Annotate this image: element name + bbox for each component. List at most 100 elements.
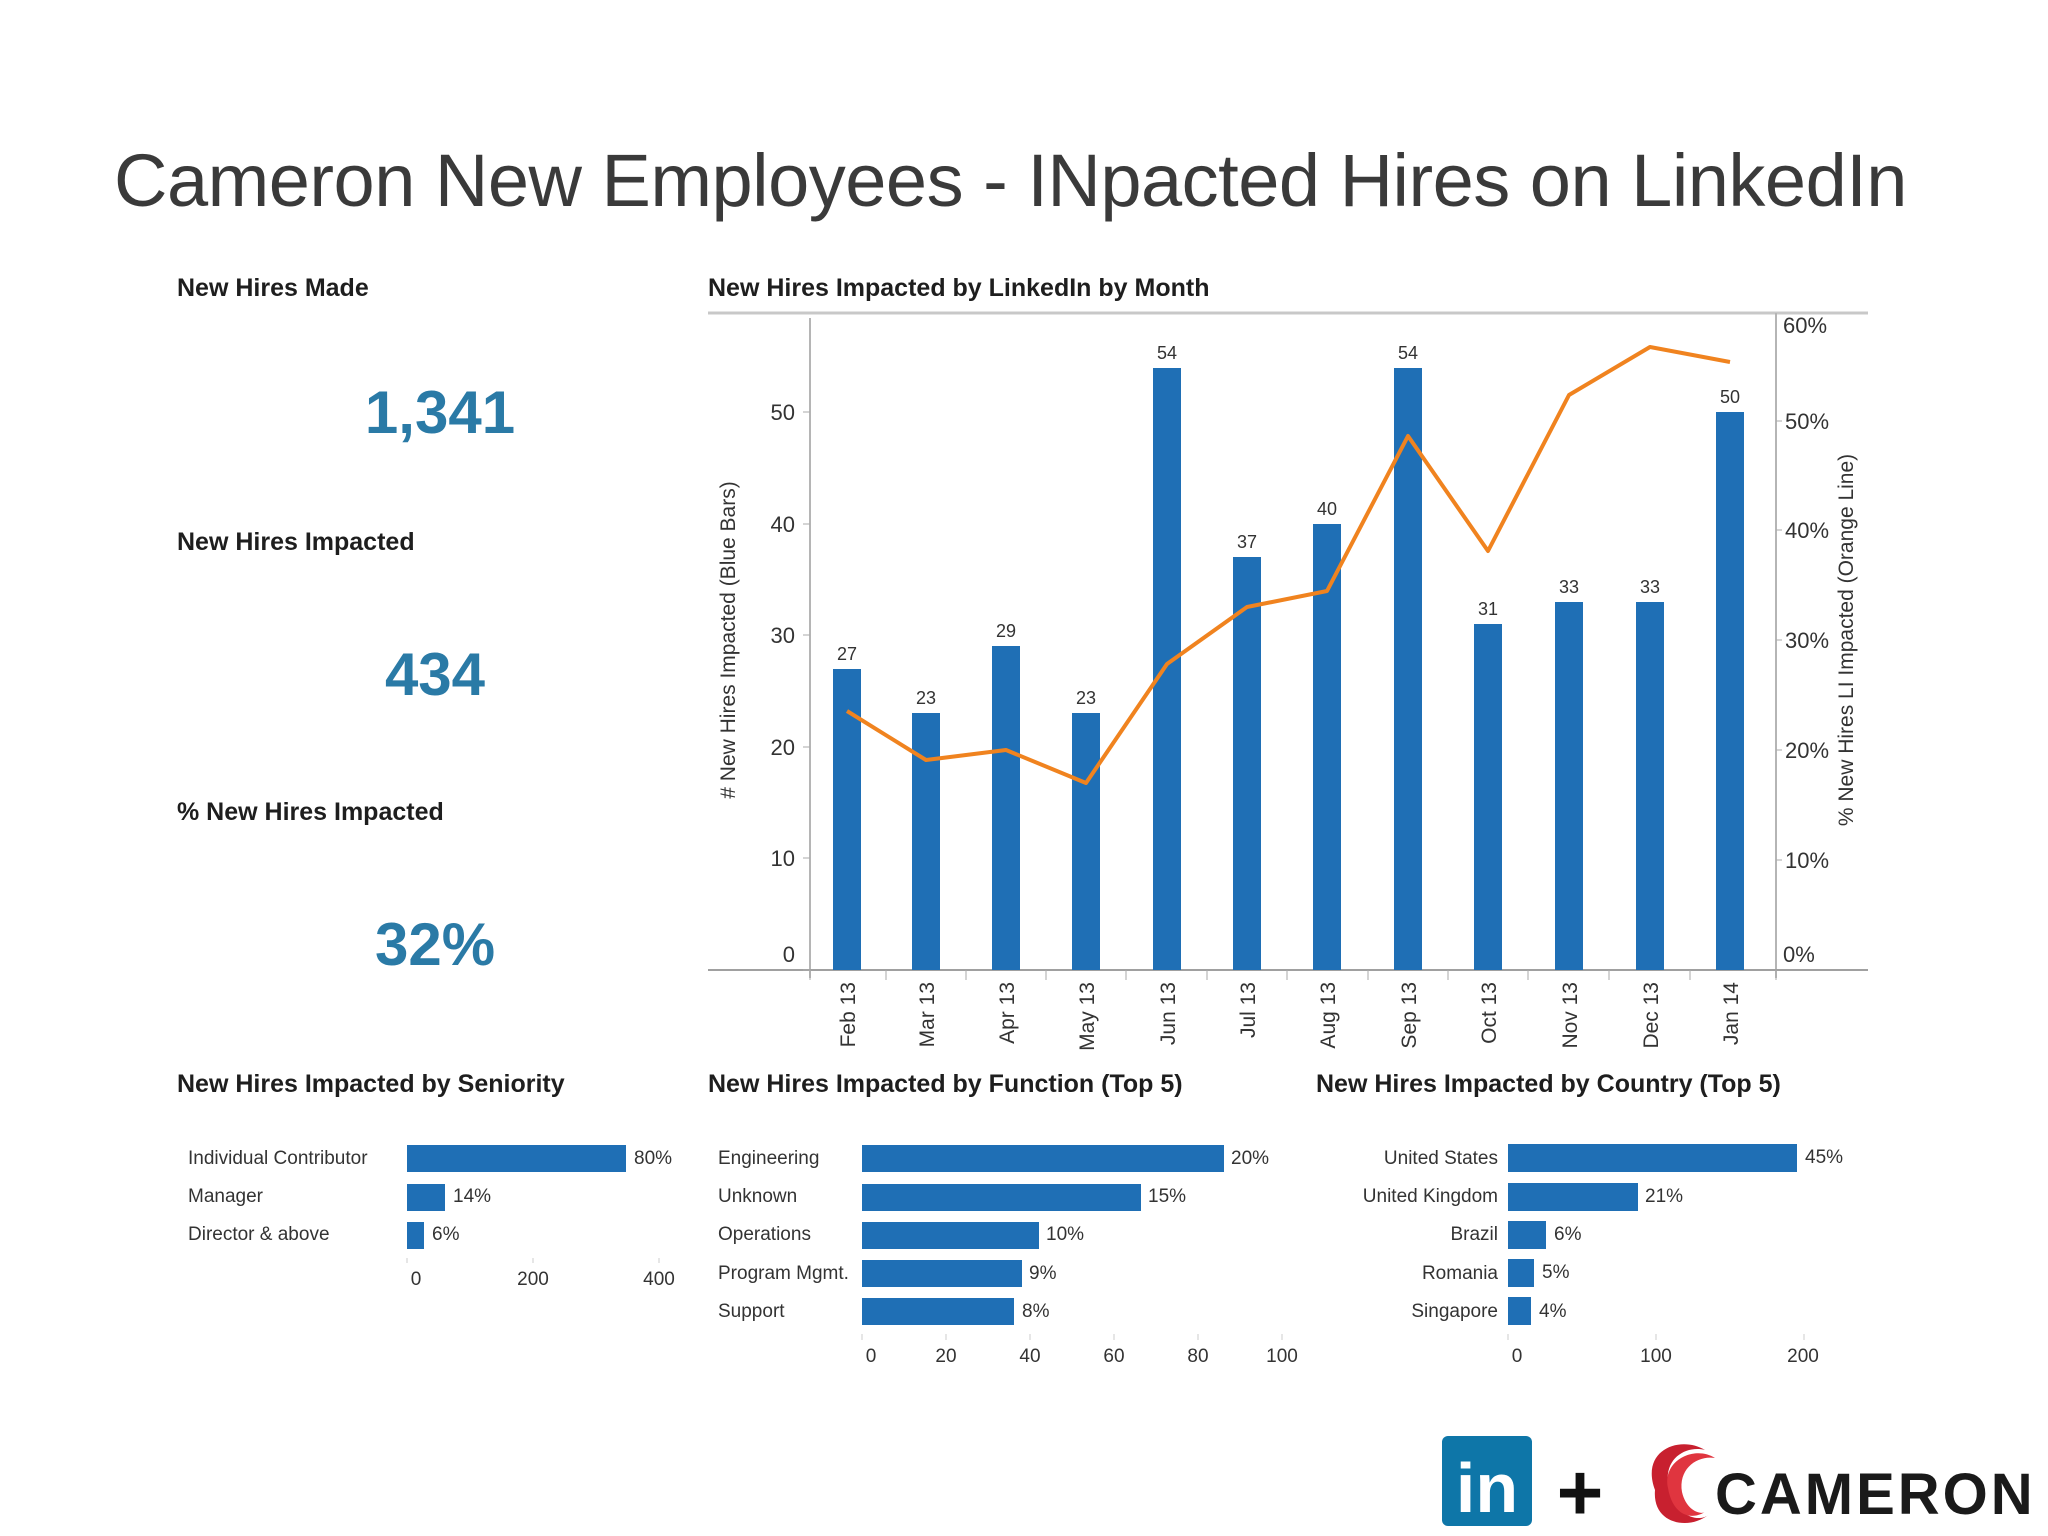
cameron-wordmark: CAMERON <box>1715 1462 2036 1527</box>
svg-text:Jun 13: Jun 13 <box>1157 982 1180 1045</box>
svg-text:0: 0 <box>411 1269 422 1290</box>
svg-text:Jul 13: Jul 13 <box>1237 982 1260 1038</box>
svg-text:40: 40 <box>1317 499 1337 519</box>
seniority-label-1: Manager <box>188 1186 264 1207</box>
svg-text:Jan 14: Jan 14 <box>1720 982 1743 1045</box>
svg-text:5%: 5% <box>1542 1262 1570 1283</box>
seniority-bar-2 <box>407 1222 424 1249</box>
seniority-bar-0 <box>407 1145 626 1172</box>
svg-text:Singapore: Singapore <box>1411 1301 1498 1322</box>
svg-text:54: 54 <box>1398 343 1418 363</box>
svg-text:United Kingdom: United Kingdom <box>1363 1186 1498 1207</box>
svg-text:80: 80 <box>1187 1346 1208 1367</box>
svg-text:50: 50 <box>1720 387 1740 407</box>
svg-text:Support: Support <box>718 1301 785 1322</box>
page-title: Cameron New Employees - INpacted Hires o… <box>114 139 1907 222</box>
svg-text:54: 54 <box>1157 343 1177 363</box>
svg-text:37: 37 <box>1237 532 1257 552</box>
left-axis-ticks: 0 10 20 30 40 50 <box>771 400 810 971</box>
bar-apr-13 <box>992 646 1020 970</box>
pct-impacted-line <box>845 345 1731 785</box>
kpi-value-new-hires-impacted: 434 <box>384 641 486 708</box>
bar-value-labels: 27 23 29 23 54 37 40 54 31 33 33 50 <box>837 343 1740 708</box>
linkedin-logo-icon: in <box>1442 1436 1532 1527</box>
seniority-chart: Individual Contributor Manager Director … <box>188 1145 675 1290</box>
svg-text:33: 33 <box>1559 577 1579 597</box>
svg-text:40: 40 <box>771 512 795 537</box>
svg-text:29: 29 <box>996 621 1016 641</box>
function-bar-1 <box>862 1184 1141 1211</box>
svg-text:Oct 13: Oct 13 <box>1478 982 1501 1044</box>
kpi-label-pct-impacted: % New Hires Impacted <box>177 798 444 826</box>
svg-text:20: 20 <box>771 735 795 760</box>
function-bar-3 <box>862 1260 1022 1287</box>
country-chart: United States United Kingdom Brazil Roma… <box>1363 1144 1843 1367</box>
seniority-label-0: Individual Contributor <box>188 1148 368 1169</box>
country-bar-1 <box>1508 1183 1638 1211</box>
svg-text:60%: 60% <box>1783 313 1827 338</box>
country-bar-2 <box>1508 1221 1546 1249</box>
kpi-value-pct-impacted: 32% <box>374 911 496 978</box>
monthly-bars <box>833 368 1744 970</box>
country-bar-0 <box>1508 1144 1797 1172</box>
bar-aug-13 <box>1313 524 1341 970</box>
country-bar-4 <box>1508 1297 1531 1325</box>
bar-dec-13 <box>1636 602 1664 970</box>
svg-text:9%: 9% <box>1029 1263 1057 1284</box>
svg-text:40%: 40% <box>1785 518 1829 543</box>
svg-text:Aug 13: Aug 13 <box>1317 982 1340 1049</box>
function-bar-4 <box>862 1298 1014 1325</box>
svg-text:30%: 30% <box>1785 628 1829 653</box>
logo-row: in + CAMERON <box>1442 1436 2036 1536</box>
svg-text:27: 27 <box>837 644 857 664</box>
svg-text:23: 23 <box>1076 688 1096 708</box>
svg-text:6%: 6% <box>1554 1224 1582 1245</box>
bar-sep-13 <box>1394 368 1422 970</box>
svg-text:Mar 13: Mar 13 <box>916 982 939 1047</box>
country-chart-title: New Hires Impacted by Country (Top 5) <box>1316 1070 1781 1098</box>
svg-text:100: 100 <box>1266 1346 1298 1367</box>
svg-text:31: 31 <box>1478 599 1498 619</box>
svg-text:20: 20 <box>935 1346 956 1367</box>
svg-text:50%: 50% <box>1785 409 1829 434</box>
svg-text:40: 40 <box>1019 1346 1040 1367</box>
svg-text:10%: 10% <box>1785 848 1829 873</box>
svg-text:0: 0 <box>866 1346 877 1367</box>
function-chart: Engineering Unknown Operations Program M… <box>718 1145 1298 1367</box>
bar-may-13 <box>1072 713 1100 970</box>
svg-text:200: 200 <box>1787 1346 1819 1367</box>
svg-text:Brazil: Brazil <box>1450 1224 1498 1245</box>
kpi-label-new-hires-impacted: New Hires Impacted <box>177 528 415 556</box>
svg-text:80%: 80% <box>634 1148 672 1169</box>
bar-nov-13 <box>1555 602 1583 970</box>
bar-jul-13 <box>1233 557 1261 970</box>
svg-text:33: 33 <box>1640 577 1660 597</box>
svg-text:Nov 13: Nov 13 <box>1559 982 1582 1049</box>
svg-text:Sep 13: Sep 13 <box>1398 982 1421 1049</box>
svg-text:4%: 4% <box>1539 1301 1567 1322</box>
svg-text:60: 60 <box>1103 1346 1124 1367</box>
svg-text:50: 50 <box>771 400 795 425</box>
kpi-label-new-hires-made: New Hires Made <box>177 274 369 302</box>
right-axis-label: % New Hires LI Impacted (Orange Line) <box>1835 454 1858 826</box>
svg-text:Dec 13: Dec 13 <box>1640 982 1663 1049</box>
plus-sign: + <box>1557 1448 1604 1530</box>
svg-text:May 13: May 13 <box>1076 982 1099 1051</box>
svg-text:23: 23 <box>916 688 936 708</box>
x-axis-ticks <box>809 970 1777 980</box>
svg-text:United States: United States <box>1384 1148 1498 1169</box>
svg-text:0: 0 <box>1512 1346 1523 1367</box>
bar-mar-13 <box>912 713 940 970</box>
svg-text:100: 100 <box>1640 1346 1672 1367</box>
svg-text:Feb 13: Feb 13 <box>837 982 860 1047</box>
svg-text:21%: 21% <box>1645 1186 1683 1207</box>
svg-text:200: 200 <box>517 1269 549 1290</box>
svg-text:6%: 6% <box>432 1224 460 1245</box>
cameron-swirl-icon <box>1651 1444 1715 1523</box>
svg-text:14%: 14% <box>453 1186 491 1207</box>
svg-text:10: 10 <box>771 846 795 871</box>
function-bar-0 <box>862 1145 1224 1172</box>
monthly-chart: 0 10 20 30 40 50 0% 10% 20% 30% 40% 50% … <box>708 311 1868 1051</box>
svg-text:20%: 20% <box>1785 738 1829 763</box>
left-axis-label: # New Hires Impacted (Blue Bars) <box>717 481 740 798</box>
